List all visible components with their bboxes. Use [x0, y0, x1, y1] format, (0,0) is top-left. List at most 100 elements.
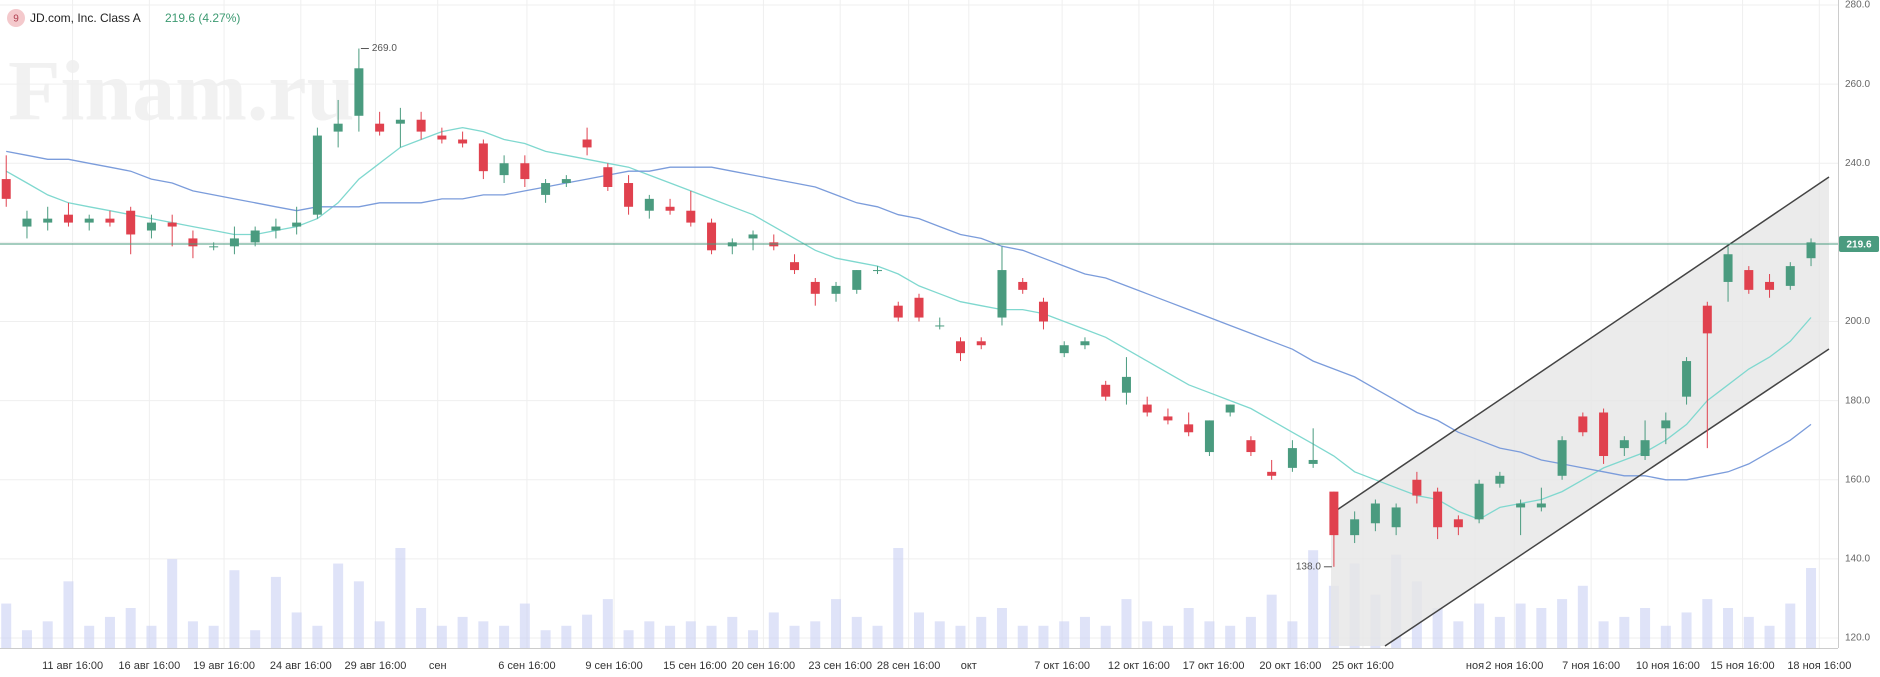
- last-price-label: 219.6: [1846, 240, 1871, 251]
- y-tick-label: 120.0: [1845, 633, 1870, 644]
- volume-bar: [1121, 599, 1132, 648]
- candle-body: [893, 305, 903, 318]
- candle-body: [582, 139, 592, 148]
- candle-body: [644, 198, 654, 211]
- candle-body: [1433, 491, 1443, 528]
- candle-body: [43, 218, 53, 223]
- volume-bar: [1245, 616, 1256, 648]
- volume-bar: [540, 630, 551, 648]
- y-tick-label: 260.0: [1845, 79, 1870, 90]
- last-price-box: [1839, 235, 1879, 252]
- volume-bar: [996, 608, 1007, 648]
- volume-bar: [748, 630, 759, 648]
- volume-bar: [21, 630, 32, 648]
- volume-bar: [893, 548, 904, 648]
- candle-body: [188, 238, 198, 247]
- candle-body: [375, 123, 385, 132]
- volume-bar: [685, 621, 696, 648]
- candle-body: [1785, 266, 1795, 286]
- candle-body: [478, 143, 488, 172]
- candle-body: [624, 183, 634, 207]
- volume-bar: [1557, 599, 1568, 648]
- candle-body: [1267, 471, 1277, 476]
- x-tick-label: 16 авг 16:00: [118, 660, 180, 672]
- x-tick-label: 29 авг 16:00: [345, 660, 407, 672]
- candle-body: [271, 226, 281, 231]
- candle-body: [1370, 503, 1380, 524]
- volume-bar: [187, 621, 198, 648]
- volume-bar: [291, 612, 302, 648]
- x-tick-label: 10 ноя 16:00: [1636, 660, 1700, 672]
- volume-bar: [374, 621, 385, 648]
- watermark: Finam.ru: [8, 43, 354, 139]
- volume-bar: [1681, 612, 1692, 648]
- candle-body: [1163, 416, 1173, 421]
- candle-body: [458, 139, 468, 144]
- candle-body: [84, 218, 94, 223]
- candle-body: [1661, 420, 1671, 429]
- candle-body: [250, 230, 260, 243]
- candle-body: [1204, 420, 1214, 453]
- x-tick-label: 23 сен 16:00: [808, 660, 872, 672]
- x-tick-label: 28 сен 16:00: [877, 660, 941, 672]
- volume-bar: [1204, 621, 1215, 648]
- volume-bar: [1598, 621, 1609, 648]
- candle-body: [437, 135, 447, 140]
- volume-bar: [1432, 608, 1443, 648]
- volume-bar: [353, 581, 364, 648]
- moving-average-line: [5, 126, 1812, 521]
- volume-bar: [1743, 616, 1754, 648]
- x-tick-label: 24 авг 16:00: [270, 660, 332, 672]
- candle-body: [1350, 519, 1360, 536]
- candle-body: [1723, 254, 1733, 282]
- volume-bar: [1764, 625, 1775, 648]
- volume-bar: [623, 630, 634, 648]
- candle-body: [1059, 345, 1069, 354]
- volume-bar: [1785, 603, 1796, 648]
- volume-bar: [1225, 625, 1236, 648]
- candle-body: [914, 297, 924, 318]
- volume-bar: [727, 616, 738, 648]
- candle-body: [1516, 503, 1526, 508]
- x-tick-label: 17 окт 16:00: [1183, 660, 1245, 672]
- candle-body: [1744, 270, 1754, 290]
- candle-body: [935, 325, 945, 327]
- candle-body: [1495, 475, 1505, 484]
- volume-bar: [934, 621, 945, 648]
- volume-bar: [561, 625, 572, 648]
- candle-body: [748, 234, 758, 239]
- logo: [7, 9, 25, 27]
- candle-body: [1287, 448, 1297, 468]
- x-tick-label: 6 сен 16:00: [498, 660, 555, 672]
- candle-body: [1619, 440, 1629, 449]
- volume-bar: [1640, 608, 1651, 648]
- volume-bar: [1494, 616, 1505, 648]
- y-tick-label: 180.0: [1845, 395, 1870, 406]
- candle-body: [1329, 491, 1339, 536]
- candle-body: [209, 246, 219, 248]
- x-tick-label: 7 ноя 16:00: [1562, 660, 1620, 672]
- candle-body: [1391, 507, 1401, 528]
- candle-body: [852, 270, 862, 290]
- candle-body: [1225, 404, 1235, 413]
- volume-bar: [208, 625, 219, 648]
- candle-body: [1557, 440, 1567, 476]
- candle-body: [1453, 519, 1463, 528]
- volume-bar: [1619, 616, 1630, 648]
- volume-bar: [1806, 568, 1817, 648]
- volume-bar: [1287, 621, 1298, 648]
- candle-body: [1018, 281, 1028, 290]
- x-tick-label: 15 ноя 16:00: [1711, 660, 1775, 672]
- candle-body: [354, 68, 364, 116]
- candle-body: [22, 218, 32, 227]
- volume-bar: [1723, 608, 1734, 648]
- candle-body: [1, 179, 11, 199]
- candle-body: [790, 262, 800, 271]
- volume-bar: [831, 599, 842, 648]
- volume-bar: [665, 625, 676, 648]
- volume-bar: [478, 621, 489, 648]
- candle-body: [997, 270, 1007, 318]
- volume-bar: [1, 603, 12, 648]
- candle-body: [665, 206, 675, 211]
- candle-body: [312, 135, 322, 215]
